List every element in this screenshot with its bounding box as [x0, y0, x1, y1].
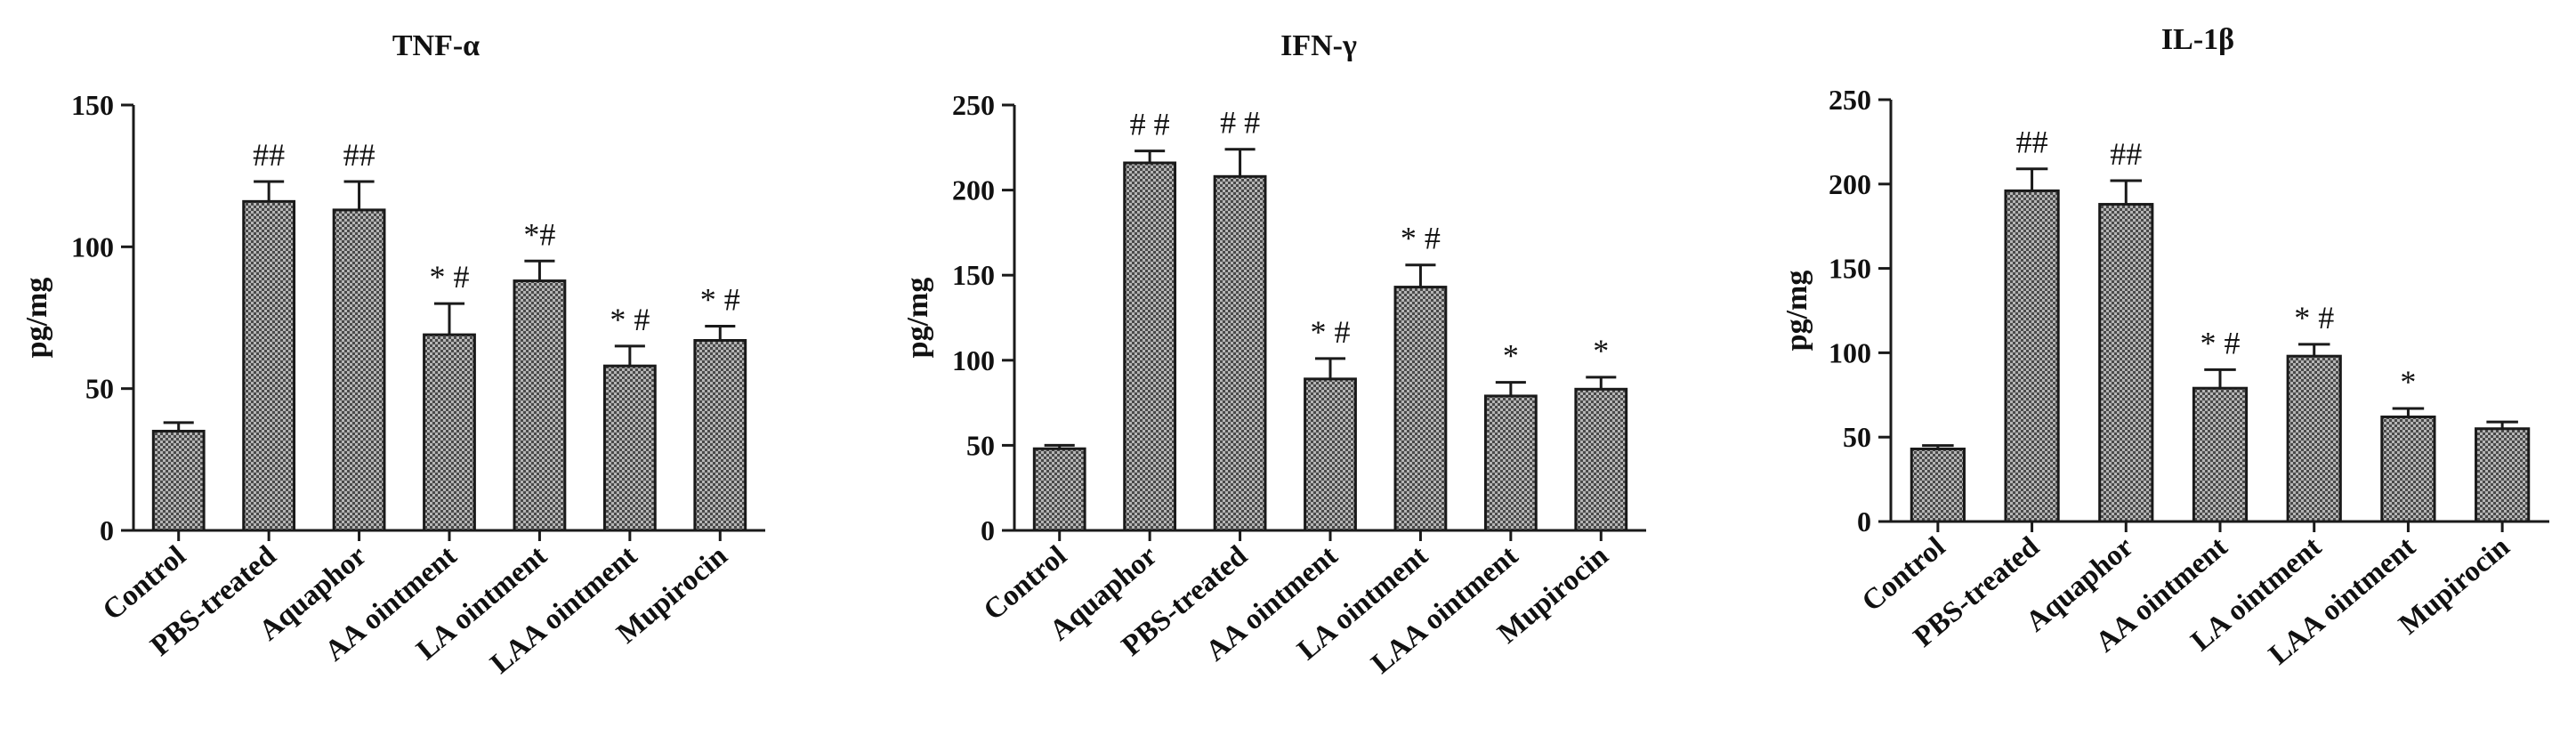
y-tick-label: 50 [1843, 421, 1871, 453]
significance-mark: # # [1220, 105, 1260, 141]
chart-panel-3: IL-1βpg/mg050100150200250ControlPBS-trea… [1781, 23, 2549, 671]
significance-mark: ## [253, 137, 285, 173]
significance-mark: * # [430, 259, 470, 295]
y-tick-label: 0 [100, 514, 114, 546]
bar-aa-ointment [423, 333, 476, 532]
y-tick-label: 0 [1857, 505, 1871, 538]
bar-aquaphor [1123, 161, 1177, 532]
significance-mark: ## [2110, 136, 2142, 172]
y-tick-label: 100 [71, 230, 114, 263]
y-axis-label: pg/mg [20, 278, 53, 359]
bar-mupirocin [2475, 427, 2531, 523]
bar-aquaphor [2098, 203, 2154, 523]
bar-pbs-treated [2004, 189, 2060, 523]
bar-pbs-treated [1213, 174, 1267, 532]
chart-panel-1: TNF-αpg/mg050100150ControlPBS-treated##A… [20, 29, 765, 680]
y-axis-label: pg/mg [901, 278, 934, 359]
bar-aquaphor [332, 208, 386, 532]
chart-title: TNF-α [392, 29, 480, 62]
significance-mark: # # [1130, 107, 1170, 142]
y-tick-label: 200 [1829, 168, 1871, 200]
bar-laa-ointment [602, 364, 657, 532]
bar-la-ointment [2286, 354, 2342, 523]
significance-mark: * # [1401, 221, 1441, 256]
bar-mupirocin [693, 338, 747, 532]
bar-pbs-treated [242, 199, 296, 532]
bar-mupirocin [1574, 387, 1628, 532]
bar-aa-ointment [2192, 386, 2249, 523]
y-tick-label: 150 [71, 89, 114, 121]
significance-mark: * # [700, 282, 740, 318]
bar-laa-ointment [1483, 394, 1538, 532]
y-tick-label: 50 [85, 373, 114, 405]
bar-control [1910, 447, 1966, 523]
bar-la-ointment [513, 279, 567, 532]
bar-la-ointment [1393, 286, 1448, 532]
significance-mark: * # [610, 302, 650, 337]
chart-title: IL-1β [2161, 23, 2234, 56]
y-tick-label: 100 [952, 344, 995, 376]
y-tick-label: 250 [952, 89, 995, 121]
significance-mark: *# [523, 216, 555, 252]
y-tick-label: 200 [952, 174, 995, 206]
bar-laa-ointment [2380, 415, 2436, 523]
bar-control [1032, 447, 1086, 532]
y-tick-label: 0 [981, 514, 995, 546]
significance-mark: * [1503, 338, 1519, 374]
y-tick-label: 150 [952, 259, 995, 291]
bar-control [151, 429, 206, 532]
significance-mark: * # [2201, 325, 2241, 360]
significance-mark: ## [343, 137, 375, 173]
y-tick-label: 100 [1829, 336, 1871, 368]
y-tick-label: 250 [1829, 84, 1871, 116]
y-tick-label: 50 [966, 429, 995, 461]
y-tick-label: 150 [1829, 253, 1871, 285]
chart-title: IFN-γ [1280, 29, 1357, 62]
significance-mark: * [1593, 333, 1609, 368]
significance-mark: * # [1311, 314, 1351, 350]
significance-mark: * # [2294, 300, 2334, 336]
significance-mark: ## [2016, 125, 2048, 160]
y-axis-label: pg/mg [1781, 271, 1813, 352]
significance-mark: * [2400, 364, 2416, 400]
chart-panel-2: IFN-γpg/mg050100150200250ControlAquaphor… [901, 29, 1646, 680]
bar-aa-ointment [1304, 377, 1357, 532]
